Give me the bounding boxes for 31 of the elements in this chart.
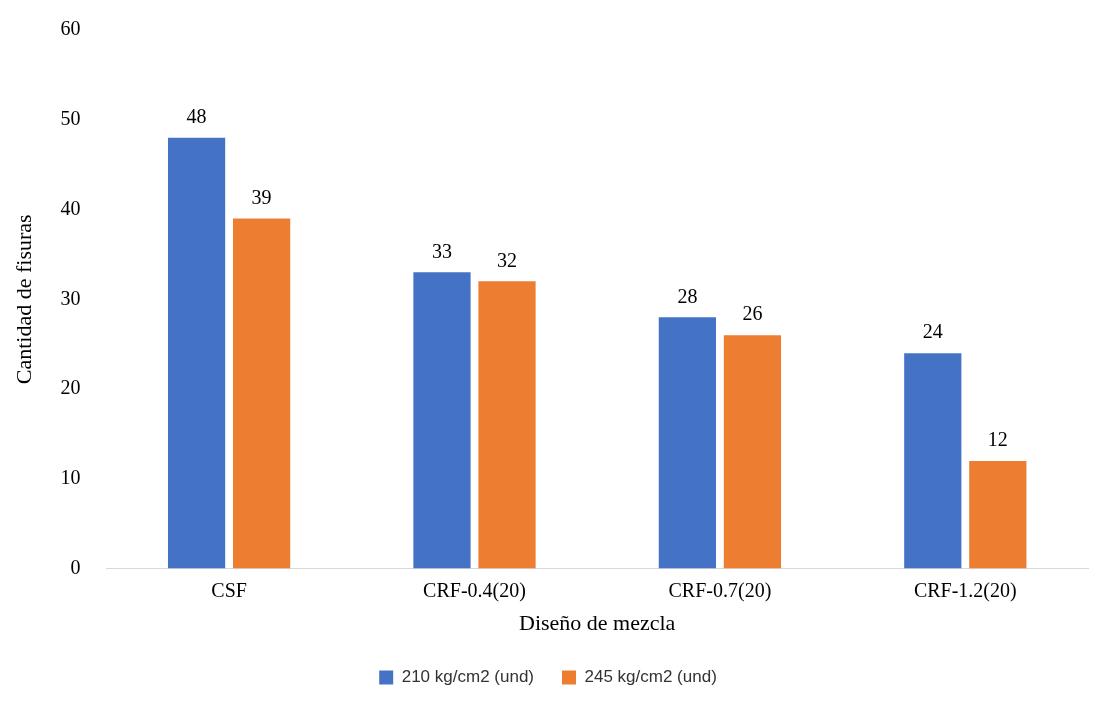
legend-label: 245 kg/cm2 (und) bbox=[584, 667, 717, 687]
bar bbox=[167, 137, 226, 569]
x-tick-label: CRF-0.4(20) bbox=[423, 578, 526, 602]
bar bbox=[413, 272, 471, 569]
y-axis-title: Cantidad de fisuras bbox=[10, 214, 36, 385]
y-tick-label: 30 bbox=[60, 286, 81, 309]
y-tick-label: 0 bbox=[70, 555, 81, 578]
y-tick-label: 40 bbox=[60, 196, 81, 219]
x-tick-label: CRF-0.7(20) bbox=[668, 578, 772, 602]
bar bbox=[658, 317, 716, 569]
bar bbox=[723, 335, 782, 569]
data-label: 24 bbox=[922, 320, 943, 343]
data-label: 28 bbox=[677, 284, 698, 307]
data-label: 48 bbox=[186, 104, 207, 127]
data-label: 32 bbox=[497, 248, 518, 271]
x-tick-label: CSF bbox=[211, 578, 247, 601]
bar bbox=[233, 218, 291, 569]
bar bbox=[904, 353, 962, 569]
data-label: 12 bbox=[987, 428, 1008, 451]
y-tick-label: 50 bbox=[60, 107, 81, 130]
x-axis-title: Diseño de mezcla bbox=[519, 609, 676, 635]
y-tick-label: 10 bbox=[60, 466, 81, 489]
data-label: 26 bbox=[742, 302, 763, 325]
data-label: 39 bbox=[251, 185, 272, 208]
bar bbox=[478, 281, 536, 569]
x-tick-label: CRF-1.2(20) bbox=[913, 578, 1017, 602]
data-label: 33 bbox=[431, 239, 452, 262]
bar bbox=[969, 460, 1027, 569]
y-tick-label: 60 bbox=[60, 17, 81, 40]
legend-label: 210 kg/cm2 (und) bbox=[401, 667, 535, 687]
y-tick-label: 20 bbox=[60, 376, 81, 399]
